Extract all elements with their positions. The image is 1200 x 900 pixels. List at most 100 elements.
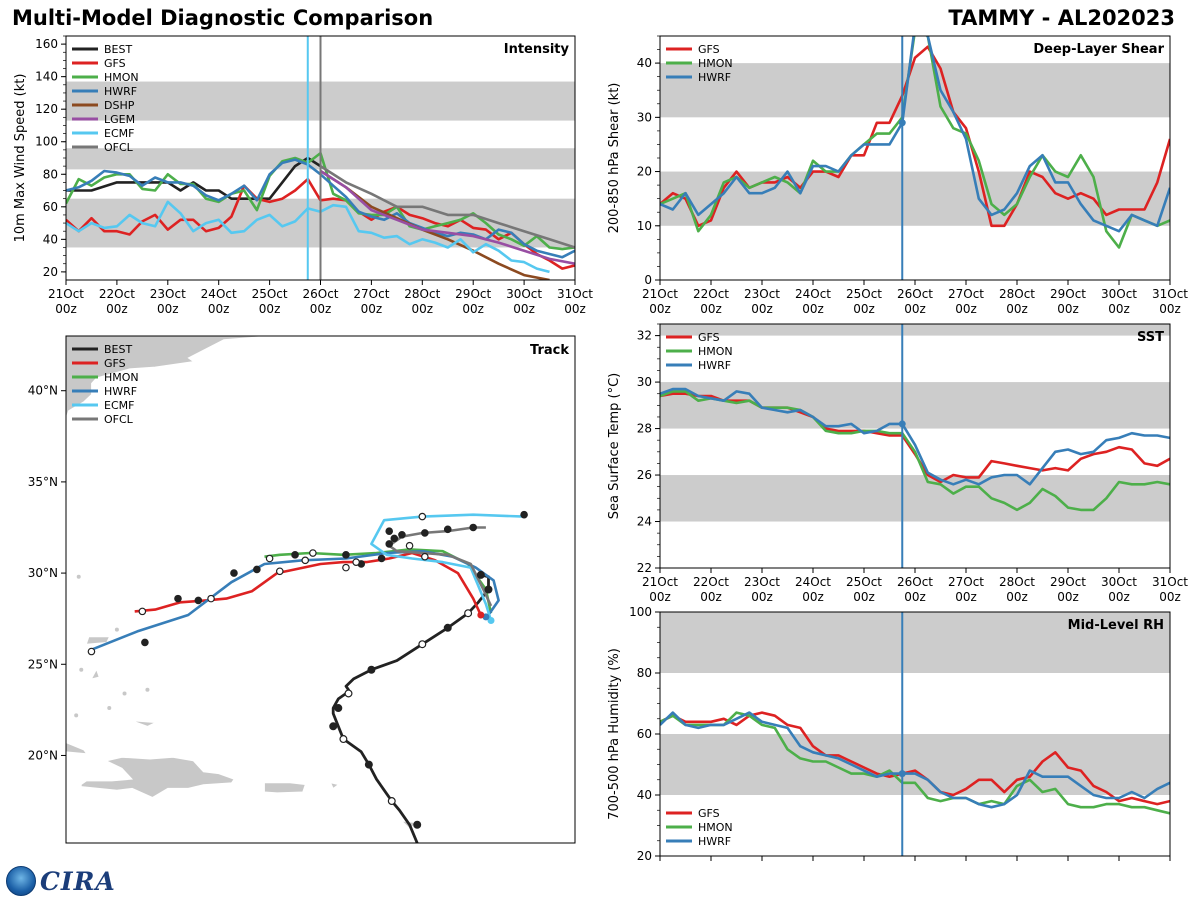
series-line-hwrf bbox=[660, 36, 1170, 233]
island-dot bbox=[74, 713, 79, 718]
sst-panel: 21Oct00z22Oct00z23Oct00z24Oct00z25Oct00z… bbox=[607, 323, 1188, 604]
x-tick-label: 00z bbox=[649, 302, 671, 316]
y-tick-label: 0 bbox=[644, 273, 652, 287]
x-tick-label: 00z bbox=[802, 590, 824, 604]
legend-label: HWRF bbox=[104, 85, 137, 98]
x-tick-label: 00z bbox=[1006, 590, 1028, 604]
land-bahamas-2 bbox=[90, 668, 100, 680]
y-tick-label: 26 bbox=[637, 468, 652, 482]
shaded-band bbox=[660, 734, 1170, 795]
forecast-point bbox=[253, 565, 261, 574]
shaded-band bbox=[660, 63, 1170, 118]
track-panel: 40°N 35°N 30°N 25°N 20°N Track BESTGFSHMONHWRF… bbox=[28, 335, 576, 844]
x-tick-label: 00z bbox=[361, 302, 383, 316]
x-tick-label: 29Oct bbox=[1050, 575, 1086, 589]
forecast-point bbox=[385, 527, 394, 535]
rh-panel: 21Oct00z22Oct00z23Oct00z24Oct00z25Oct00z… bbox=[607, 605, 1188, 865]
x-tick-label: 30Oct bbox=[1101, 287, 1137, 301]
track-map-group bbox=[66, 336, 528, 843]
y-tick-label: 30 bbox=[637, 375, 652, 389]
lat-tick-label: 20°N bbox=[28, 748, 58, 762]
x-tick-label: 00z bbox=[1057, 302, 1079, 316]
logo-text: CIRA bbox=[40, 866, 116, 896]
panel-title: Intensity bbox=[504, 42, 570, 57]
x-tick-label: 00z bbox=[208, 302, 230, 316]
forecast-point bbox=[87, 647, 96, 656]
x-tick-label: 00z bbox=[1057, 590, 1079, 604]
x-tick-label: 31Oct bbox=[557, 287, 593, 301]
x-tick-label: 00z bbox=[853, 302, 875, 316]
y-tick-label: 20 bbox=[43, 265, 58, 279]
forecast-point bbox=[421, 552, 429, 561]
sst-series-group bbox=[660, 387, 1170, 512]
best-track-point bbox=[329, 722, 338, 731]
x-tick-label: 28Oct bbox=[999, 575, 1035, 589]
lat-tick-label: 30°N bbox=[28, 566, 58, 580]
x-tick-label: 28Oct bbox=[404, 287, 440, 301]
forecast-point bbox=[520, 510, 528, 519]
x-tick-label: 22Oct bbox=[693, 863, 729, 865]
rh-series-group bbox=[660, 711, 1170, 815]
forecast-point bbox=[390, 534, 399, 543]
best-track-point bbox=[484, 585, 493, 594]
track-frame bbox=[65, 335, 576, 844]
x-tick-label: 00z bbox=[700, 302, 722, 316]
x-tick-label: 21Oct bbox=[642, 863, 678, 865]
series-line-gfs bbox=[660, 711, 1170, 806]
x-tick-label: 00z bbox=[1159, 302, 1181, 316]
y-tick-label: 30 bbox=[637, 110, 652, 124]
y-tick-label: 22 bbox=[637, 561, 652, 575]
y-tick-label: 80 bbox=[43, 167, 58, 181]
x-tick-label: 30Oct bbox=[1101, 575, 1137, 589]
best-track-point bbox=[344, 689, 353, 698]
x-tick-label: 00z bbox=[412, 302, 434, 316]
x-tick-label: 00z bbox=[802, 302, 824, 316]
forecast-point bbox=[385, 540, 394, 548]
legend-label: ECMF bbox=[104, 127, 134, 140]
x-tick-label: 27Oct bbox=[353, 287, 389, 301]
x-tick-label: 23Oct bbox=[150, 287, 186, 301]
y-tick-label: 60 bbox=[43, 200, 58, 214]
x-tick-label: 00z bbox=[1108, 302, 1130, 316]
x-tick-label: 00z bbox=[904, 590, 926, 604]
land-hispaniola bbox=[80, 756, 235, 798]
forecast-point bbox=[301, 556, 310, 565]
current-position-gfs bbox=[477, 611, 485, 619]
y-tick-label: 120 bbox=[35, 102, 58, 116]
storm-title: TAMMY - AL202023 bbox=[948, 6, 1175, 30]
plot-frame bbox=[65, 35, 576, 281]
series-line-hmon bbox=[660, 36, 1170, 249]
x-tick-label: 00z bbox=[700, 590, 722, 604]
shear-series-group bbox=[660, 36, 1170, 249]
y-axis-label: Sea Surface Temp (°C) bbox=[607, 373, 622, 520]
legend-label: OFCL bbox=[104, 141, 134, 154]
forecast-point bbox=[352, 558, 360, 566]
x-tick-label: 22Oct bbox=[99, 287, 135, 301]
panel-title: Track bbox=[530, 343, 569, 358]
forecast-point bbox=[265, 554, 274, 563]
x-tick-label: 29Oct bbox=[1050, 863, 1086, 865]
best-track-point bbox=[443, 623, 452, 632]
island-dot bbox=[114, 627, 119, 632]
legend-label: OFCL bbox=[104, 413, 134, 426]
x-tick-label: 31Oct bbox=[1152, 863, 1188, 865]
x-tick-label: 21Oct bbox=[48, 287, 84, 301]
forecast-point bbox=[174, 594, 182, 603]
series-line-gfs bbox=[660, 45, 1170, 228]
legend-label: HMON bbox=[698, 57, 733, 70]
page-title: Multi-Model Diagnostic Comparison bbox=[12, 6, 434, 30]
plots-canvas: 21Oct00z22Oct00z23Oct00z24Oct00z25Oct00z… bbox=[13, 35, 1188, 865]
x-tick-label: 22Oct bbox=[693, 575, 729, 589]
land-us-east-coast bbox=[66, 336, 271, 526]
x-tick-label: 00z bbox=[1159, 590, 1181, 604]
x-tick-label: 00z bbox=[462, 302, 484, 316]
forecast-point bbox=[469, 523, 478, 532]
forecast-point bbox=[275, 567, 284, 576]
y-tick-label: 32 bbox=[637, 329, 652, 343]
legend-label: HMON bbox=[104, 371, 139, 384]
x-tick-label: 27Oct bbox=[948, 575, 984, 589]
x-tick-label: 21Oct bbox=[642, 287, 678, 301]
panel-title: Mid-Level RH bbox=[1068, 618, 1164, 633]
legend-label: BEST bbox=[104, 43, 132, 56]
best-track-point bbox=[464, 609, 473, 618]
